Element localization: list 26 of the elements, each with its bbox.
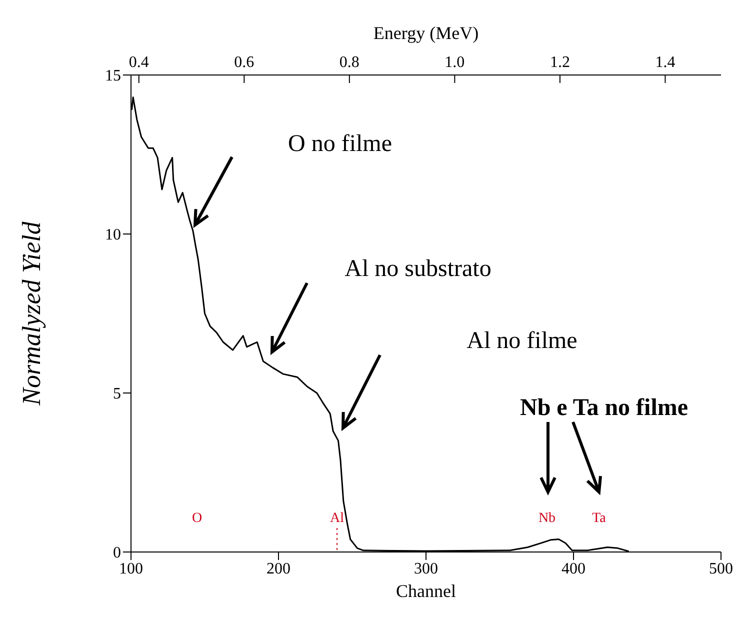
y-tick-label: 10 [105, 226, 121, 244]
annotation: O [192, 511, 202, 526]
x2-tick-label: 0.4 [128, 54, 149, 71]
x-axis-title: Channel [396, 581, 456, 601]
x2-tick-label: 0.8 [339, 54, 360, 71]
x2-axis-title: Energy (MeV) [373, 23, 479, 43]
y-axis-title: Normalyzed Yield [17, 220, 46, 406]
x2-tick-label: 1.0 [444, 54, 465, 71]
x-tick-label: 500 [709, 560, 733, 578]
annotation: Nb e Ta no filme [520, 395, 688, 421]
annotation: Al no substrato [344, 256, 492, 282]
x2-tick-label: 0.6 [234, 54, 254, 71]
y-tick-label: 15 [105, 68, 121, 85]
x-tick-label: 200 [266, 560, 290, 578]
annotation: Nb [538, 511, 556, 526]
annotation: Ta [592, 511, 607, 526]
x-tick-label: 400 [562, 560, 586, 578]
annotation: O no filme [288, 131, 392, 157]
annotation: Al no filme [466, 328, 578, 354]
x2-tick-label: 1.2 [550, 54, 570, 71]
y-tick-label: 5 [113, 386, 121, 403]
x-tick-label: 100 [119, 560, 143, 578]
x2-tick-label: 1.4 [655, 54, 676, 71]
x-tick-label: 300 [414, 560, 438, 578]
annotation: Al [330, 511, 344, 526]
y-tick-label: 0 [113, 544, 121, 562]
